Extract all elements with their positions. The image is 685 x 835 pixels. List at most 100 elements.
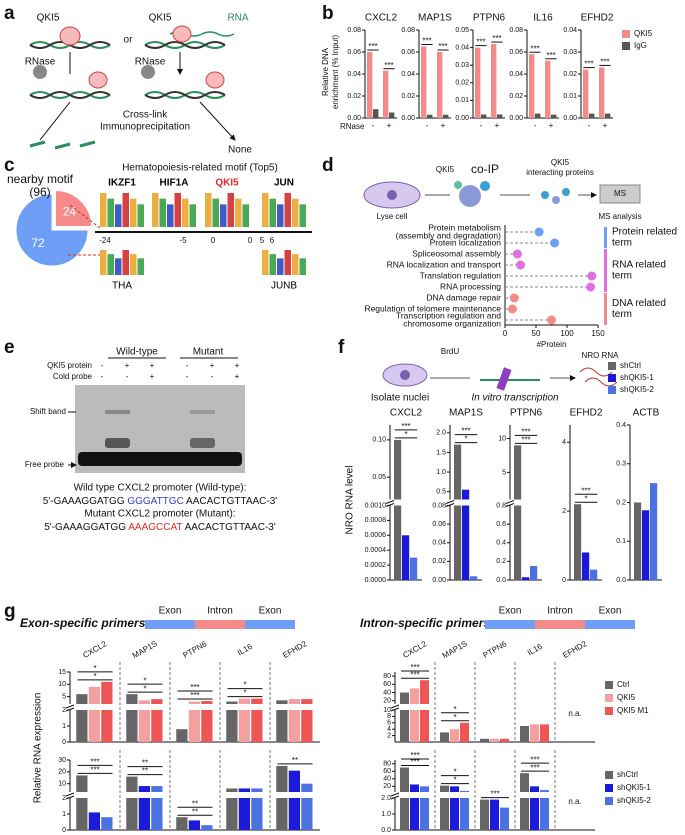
y-tick-label: 0.03 (563, 49, 577, 56)
x-tick-label: 100 (560, 329, 574, 338)
logo-letter (100, 193, 107, 227)
label: NRO RNA (582, 351, 620, 360)
motif-name: THA (112, 281, 132, 292)
bar (400, 692, 409, 704)
y-tick-label: 0.06 (509, 49, 523, 56)
label: QKI5 (551, 158, 570, 167)
y-tick-label: 80 (383, 761, 391, 768)
y-tick-label: 0.00 (455, 115, 469, 122)
chart-title: ACTB (633, 408, 660, 419)
structure-label: Exon (259, 606, 282, 617)
bar (535, 113, 541, 118)
y-tick-label: 0.08 (401, 27, 415, 34)
x-tick-label: - (372, 121, 375, 130)
logo-letter (277, 258, 284, 275)
y-tick-label: 0.02 (347, 93, 361, 100)
exon (485, 620, 535, 629)
bar (410, 557, 418, 580)
significance: *** (410, 758, 419, 767)
position: 5 (260, 236, 265, 245)
gene-label: PTPN6 (481, 639, 508, 660)
significance: * (143, 684, 146, 693)
bar (440, 732, 449, 742)
y-tick-label: 0.5 (436, 489, 446, 496)
y-tick-label: 10 (58, 681, 66, 688)
bar (238, 698, 250, 704)
significance: *** (584, 60, 593, 69)
row-label: Cold probe (53, 372, 93, 381)
significance: * (464, 435, 467, 444)
position: 0 (248, 236, 253, 245)
dot (534, 227, 544, 237)
logo-letter (107, 254, 114, 275)
significance: * (243, 681, 246, 690)
label: QKI5 (436, 165, 455, 174)
label: QKI5 (149, 13, 172, 24)
significance: *** (476, 38, 485, 47)
significance: *** (546, 51, 555, 60)
category-label: Translation regulation (420, 270, 502, 280)
significance: *** (190, 691, 199, 700)
y-tick-label: 0.0006 (365, 532, 387, 539)
motif-name: QKI5 (215, 178, 239, 189)
bar (402, 535, 410, 580)
label: RNase (135, 57, 166, 68)
label: MS analysis (598, 212, 641, 221)
y-tick-label: 0.6 (496, 521, 506, 528)
bar (201, 701, 213, 704)
significance: ** (292, 756, 298, 765)
sign: + (210, 361, 215, 370)
bar (475, 47, 481, 118)
bar (238, 710, 250, 742)
axis-break (385, 500, 395, 507)
legend-swatch (622, 30, 630, 38)
logo-letter (174, 193, 181, 227)
bar (540, 790, 549, 792)
logo-letter (242, 204, 249, 227)
y-tick-label: 2 (562, 508, 566, 515)
pie-label: 24 (63, 205, 77, 219)
bar (276, 700, 288, 704)
logo-letter (284, 250, 291, 275)
group-bar (604, 249, 607, 292)
label: MS (614, 189, 626, 198)
bar (514, 445, 522, 500)
bar (276, 710, 288, 742)
sign: - (101, 361, 104, 370)
logo-letter (212, 198, 219, 227)
chart-title: PTPN6 (510, 408, 543, 419)
sign: + (150, 372, 155, 381)
legend-swatch (605, 694, 613, 702)
significance: *** (384, 61, 393, 70)
bar (599, 67, 605, 118)
bar (520, 798, 529, 830)
x-tick-label: 0 (503, 329, 508, 338)
axis-break (505, 500, 515, 507)
gene-label: EFHD2 (281, 639, 309, 660)
y-tick-label: 0.04 (455, 44, 469, 51)
y-tick-label: 0.06 (401, 49, 415, 56)
gene-label: EFHD2 (561, 639, 589, 660)
label: Shift band (30, 407, 66, 416)
bar (400, 710, 409, 742)
bar (151, 699, 163, 704)
category-label: Protein localization (430, 237, 502, 247)
x-axis-label: RNase (340, 122, 365, 131)
bar (530, 786, 539, 792)
dot (586, 282, 596, 292)
significance: ** (192, 807, 198, 816)
significance: * (584, 494, 587, 503)
y-tick-label: 0.04 (563, 27, 577, 34)
legend-label: shCtrl (617, 770, 638, 779)
bar (443, 114, 449, 118)
gene-label: CXCL2 (81, 639, 108, 660)
bar (301, 699, 313, 704)
bar (642, 510, 650, 580)
seq: 5'-GAAAGGATGG (44, 522, 126, 533)
bar (460, 722, 469, 742)
y-tick-label: 20 (58, 769, 66, 776)
bar (529, 54, 535, 118)
bar (138, 786, 150, 792)
exon (585, 620, 635, 629)
logo-letter (262, 193, 269, 227)
